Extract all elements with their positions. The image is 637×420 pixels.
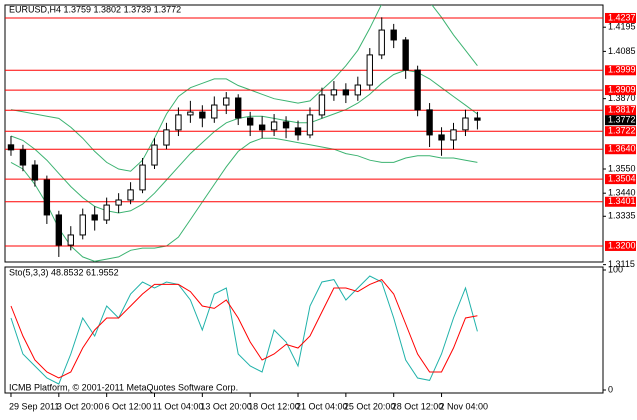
stochastic-plot [10, 275, 478, 385]
candle-body [175, 114, 182, 131]
candle-body [354, 84, 362, 96]
level-label-box [605, 144, 636, 155]
level-label: 1.3999 [608, 65, 636, 75]
candle-body [151, 144, 158, 166]
candle-body [414, 69, 421, 111]
candle-body [438, 134, 445, 141]
x-tick-label: 25 Oct 20:00 [344, 401, 396, 411]
candle-body [91, 214, 98, 221]
candle-body [366, 54, 373, 86]
copyright: ICMB Platform, © 2001-2011 MetaQuotes So… [9, 382, 238, 392]
candle-body [246, 117, 254, 126]
bollinger-lower [10, 137, 478, 262]
main-plot [5, 5, 603, 262]
y-tick-label: 0 [608, 384, 613, 394]
candle-body [426, 109, 433, 136]
candle-body [127, 189, 134, 201]
candle-body [199, 111, 206, 119]
chart-title: EURUSD,H4 1.3759 1.3802 1.3739 1.3772 [9, 4, 181, 14]
level-label-box [605, 85, 636, 96]
y-tick-label: 1.3115 [608, 259, 635, 269]
candle-body [79, 214, 86, 236]
level-label: 1.3200 [608, 240, 636, 250]
level-label: 1.3909 [608, 84, 636, 94]
level-label-box [605, 65, 636, 76]
level-label: 1.3401 [608, 196, 636, 206]
candle-body [402, 39, 409, 71]
candle-body [450, 129, 457, 141]
candle-body [139, 164, 146, 191]
stochastic-line [10, 279, 478, 379]
candle-body [187, 111, 194, 116]
candle-body [294, 127, 302, 136]
y-tick-label: 1.3550 [608, 163, 636, 173]
x-tick-label: 3 Oct 20:00 [57, 401, 104, 411]
indicator-title: Sto(5,3,3) 48.8532 61.9552 [9, 267, 119, 277]
candle-body [31, 164, 39, 181]
current-price-label: 1.3772 [608, 115, 636, 125]
candle-body [378, 29, 385, 56]
candle-body [115, 199, 122, 206]
x-tick-label: 6 Oct 12:00 [105, 401, 152, 411]
candle-body [270, 121, 278, 131]
level-label: 1.3722 [608, 126, 636, 136]
candle-body [55, 214, 63, 246]
y-tick-label: 1.3335 [608, 211, 636, 221]
x-tick-label: 21 Oct 04:00 [296, 401, 348, 411]
x-tick-label: 2 Nov 04:00 [440, 401, 489, 411]
x-tick-label: 13 Oct 20:00 [200, 401, 252, 411]
level-label-box [605, 126, 636, 137]
candle-body [474, 117, 481, 121]
y-tick-label: 1.4195 [608, 22, 636, 32]
candle-body [103, 204, 110, 221]
level-label-box [605, 174, 636, 185]
x-tick-label: 29 Sep 2011 [9, 401, 59, 411]
candle-body [163, 129, 170, 146]
candle-body [282, 121, 290, 129]
candle-body [235, 97, 242, 119]
level-label: 1.3504 [608, 173, 636, 183]
candle-body [306, 114, 314, 136]
level-label-box [605, 240, 636, 251]
candle-body [390, 29, 397, 41]
y-tick-label: 1.3870 [608, 93, 636, 103]
y-tick-label: 1.3440 [608, 188, 636, 198]
candle-body [330, 89, 338, 96]
candle-body [342, 89, 350, 96]
y-tick-label: 1.4085 [608, 46, 636, 56]
level-label-box [605, 196, 636, 207]
level-label-box [605, 105, 636, 116]
level-label: 1.3640 [608, 144, 636, 154]
candle-body [223, 97, 230, 106]
candle-body [43, 179, 51, 216]
level-label-box [605, 12, 636, 23]
x-tick-label: 11 Oct 04:00 [153, 401, 204, 411]
candle-body [67, 234, 74, 246]
candle-body [258, 124, 266, 131]
current-price-box [605, 115, 636, 126]
candle-body [7, 144, 15, 151]
stochastic-line [10, 275, 478, 385]
x-tick-label: 28 Oct 12:00 [392, 401, 444, 411]
y-tick-label: 100 [608, 264, 623, 274]
stochastic-panel [4, 266, 604, 394]
axes: 1.4195 1.4085 1.3870 1.3550 1.3440 1.3335 1.31… [9, 12, 636, 411]
candle-body [318, 94, 326, 116]
candle-body [211, 104, 218, 119]
candle-body [462, 117, 469, 131]
x-tick-label: 18 Oct 12:00 [248, 401, 300, 411]
candle-body [19, 149, 27, 166]
level-label: 1.3817 [608, 105, 636, 115]
bollinger-upper [10, 5, 478, 172]
level-label: 1.4237 [608, 12, 636, 22]
